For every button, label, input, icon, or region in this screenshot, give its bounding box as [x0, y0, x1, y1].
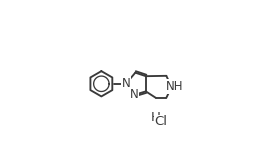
Text: Cl: Cl [154, 115, 168, 128]
Text: NH: NH [166, 80, 184, 93]
Text: N: N [130, 88, 138, 101]
Text: H: H [150, 111, 160, 124]
Text: N: N [122, 77, 130, 90]
